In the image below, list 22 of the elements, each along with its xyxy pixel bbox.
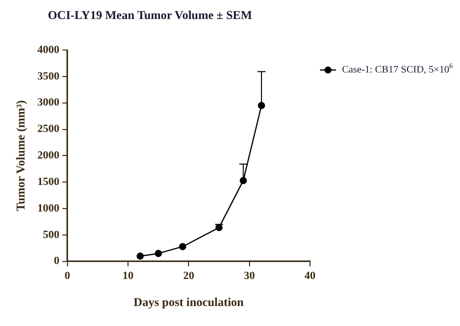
point (240, 176, 247, 184)
x-tick-label: 20 (183, 270, 195, 282)
x-tick-label: 10 (122, 270, 134, 282)
y-tick-label: 4000 (37, 44, 60, 56)
point (179, 243, 186, 250)
y-tick-label: 1000 (37, 202, 60, 214)
point (258, 102, 266, 110)
y-tick-label: 1500 (37, 176, 60, 188)
y-tick-label: 0 (54, 255, 60, 268)
point (136, 252, 144, 260)
y-axis-title: Tumor Volume (mm³) (13, 100, 28, 212)
x-tick-label: 40 (304, 270, 316, 282)
x-axis-title: Days post inoculation (134, 294, 244, 309)
x-tick-label: 0 (64, 270, 71, 282)
y-tick-label: 500 (42, 228, 60, 241)
chart-title: OCI-LY19 Mean Tumor Volume ± SEM (46, 8, 254, 23)
x-tick-label: 30 (244, 270, 256, 282)
y-tick-label: 3000 (37, 96, 60, 109)
y-tick-label: 3500 (37, 70, 60, 82)
y-tick-label: 2500 (37, 123, 60, 136)
y-tick-label: 2000 (37, 150, 60, 162)
point (154, 250, 162, 258)
